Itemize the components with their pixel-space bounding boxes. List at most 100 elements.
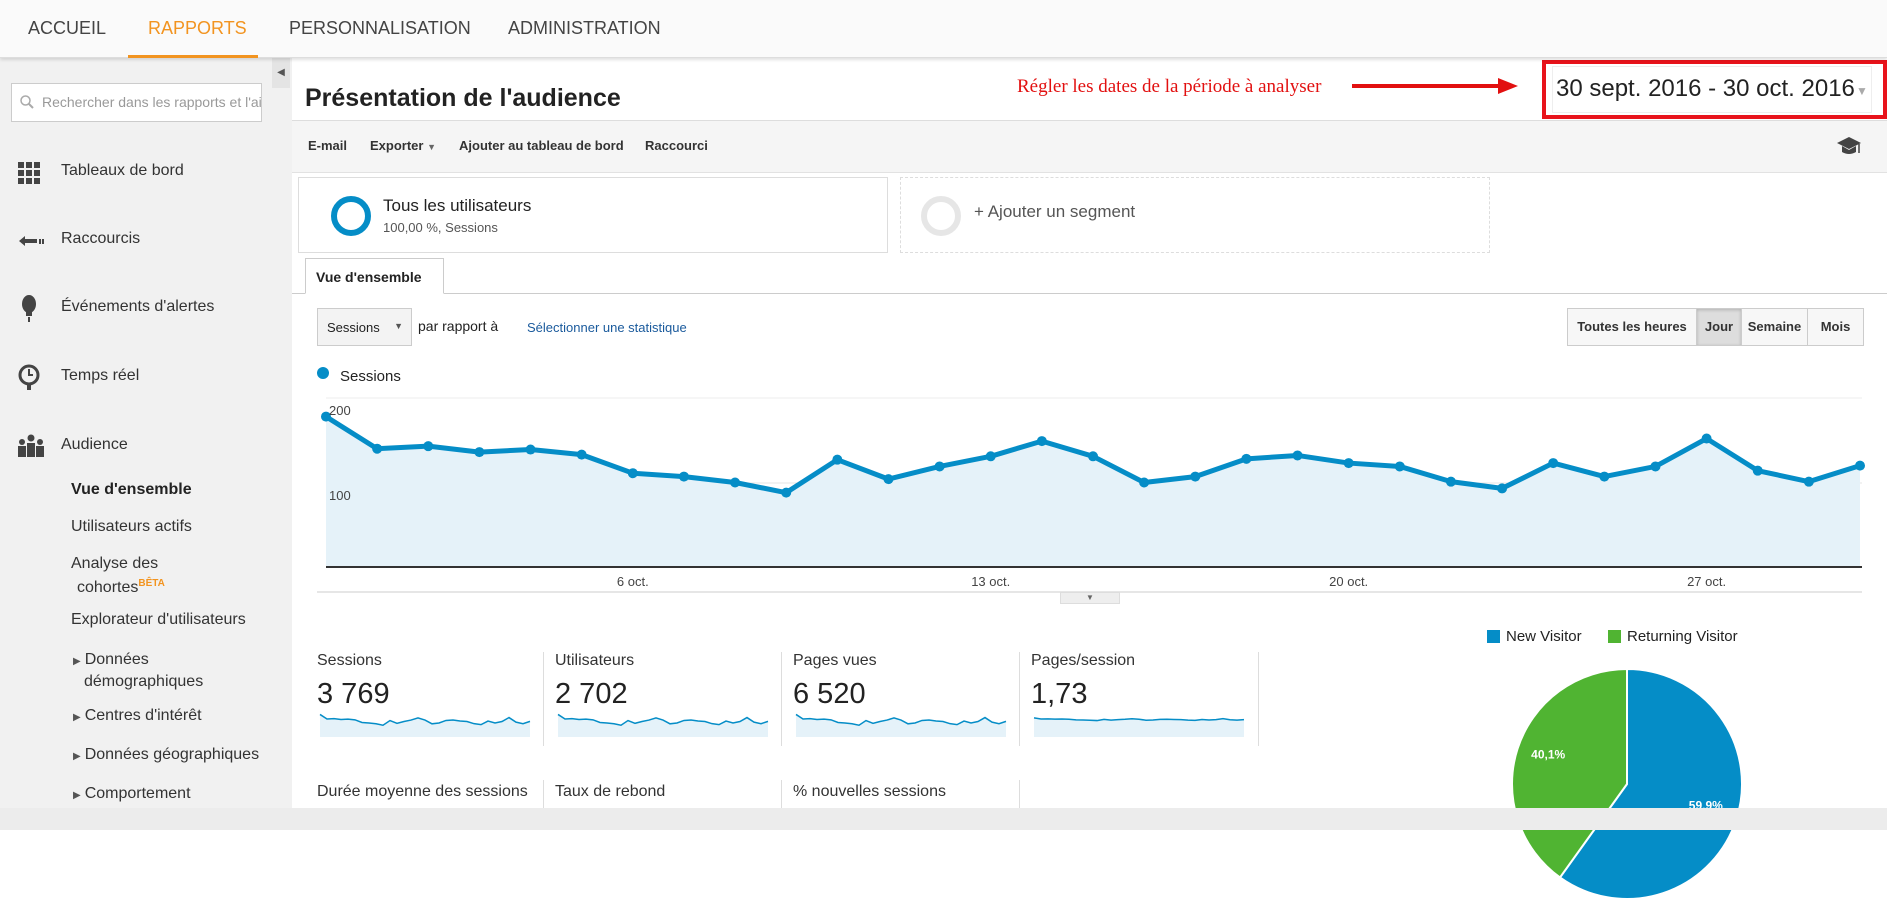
metric-label: Durée moyenne des sessions [317,783,528,800]
data-point[interactable] [832,454,843,465]
data-point[interactable] [423,441,434,452]
search-placeholder: Rechercher dans les rapports et l'aide [42,94,262,110]
metric-select[interactable]: Sessions ▼ [317,308,412,346]
active-tab-indicator [128,55,258,58]
data-point[interactable] [678,471,689,482]
legend-label-sessions: Sessions [340,368,401,385]
sidebar [0,58,292,830]
nav-tab-personnalisation[interactable]: PERSONNALISATION [289,18,471,38]
data-point[interactable] [1036,436,1047,447]
data-point[interactable] [1752,465,1763,476]
data-point[interactable] [1548,458,1559,469]
sidebar-sub-demographics[interactable]: ▶ Données démographiques [73,650,203,692]
sidebar-sub-user-explorer[interactable]: Explorateur d'utilisateurs [71,611,246,628]
granularity-month-button[interactable]: Mois [1807,308,1864,346]
date-range-picker[interactable] [1552,66,1872,113]
data-point[interactable] [474,447,485,458]
collapse-sidebar-button[interactable]: ◀ [272,58,290,88]
data-point[interactable] [372,443,383,454]
legend-label-new-visitor: New Visitor [1506,628,1582,645]
segment-subtext: 100,00 %, Sessions [383,220,498,235]
metric-label: Taux de rebond [555,783,666,800]
data-point[interactable] [627,468,638,479]
data-point[interactable] [1599,471,1610,482]
label: Données [84,651,149,668]
shortcut-button[interactable]: Raccourci [645,138,708,153]
expand-triangle-icon: ▶ [73,751,81,762]
sidebar-sub-interests[interactable]: ▶ Centres d'intérêt [73,706,202,728]
expand-chart-toggle[interactable]: ▼ [1060,592,1120,604]
data-point[interactable] [934,461,945,472]
export-button[interactable]: Exporter ▼ [370,138,436,153]
data-point[interactable] [1701,433,1712,444]
data-point[interactable] [1139,477,1150,488]
sidebar-sub-geo[interactable]: ▶ Données géographiques [73,745,259,767]
sidebar-sub-active-users[interactable]: Utilisateurs actifs [71,518,192,535]
label: Données géographiques [84,746,260,763]
sidebar-sub-overview[interactable]: Vue d'ensemble [71,481,192,498]
sidebar-item-shortcuts[interactable]: Raccourcis [0,226,292,256]
granularity-week-button[interactable]: Semaine [1741,308,1808,346]
metric-divider [1258,652,1259,746]
granularity-hourly-button[interactable]: Toutes les heures [1567,308,1697,346]
data-point[interactable] [576,449,587,460]
metric-sparkline [557,713,769,737]
metric-card-2[interactable]: Pages vues 6 520 [793,652,1008,742]
select-metric-link[interactable]: Sélectionner une statistique [527,320,687,335]
date-range-value: 30 sept. 2016 - 30 oct. 2016 [1556,75,1855,102]
data-point[interactable] [525,444,536,455]
data-point[interactable] [730,477,741,488]
segment-all-users[interactable]: Tous les utilisateurs 100,00 %, Sessions [298,177,888,253]
sidebar-item-dashboards[interactable]: Tableaux de bord [0,158,292,188]
label: Analyse des [71,555,159,572]
sidebar-item-realtime[interactable]: Temps réel [0,363,292,393]
data-point[interactable] [1803,476,1814,487]
segment-name: Tous les utilisateurs [383,196,532,215]
metric-card-3[interactable]: Pages/session 1,73 [1031,652,1246,742]
metric-label: Utilisateurs [555,652,635,669]
sidebar-item-alerts[interactable]: Événements d'alertes [0,294,292,324]
graduation-cap-icon[interactable] [1836,135,1862,157]
label: Comportement [84,785,191,802]
nav-tab-administration[interactable]: ADMINISTRATION [508,18,661,38]
data-point[interactable] [1190,471,1201,482]
data-point[interactable] [1292,450,1303,461]
data-point[interactable] [883,474,894,485]
data-point[interactable] [1497,483,1508,494]
data-point[interactable] [1088,451,1098,462]
add-segment-button[interactable]: + Ajouter un segment [900,177,1490,253]
metric-divider [1019,780,1020,810]
data-point[interactable] [1394,461,1405,472]
data-point[interactable] [1855,460,1865,471]
sidebar-item-audience[interactable]: Audience [0,432,292,462]
data-point[interactable] [1445,476,1456,487]
legend-swatch-new-visitor [1487,630,1500,643]
tab-overview[interactable]: Vue d'ensemble [305,258,444,294]
label: Centres d'intérêt [84,707,202,724]
data-point[interactable] [1241,453,1252,464]
sidebar-item-label: Audience [61,436,128,453]
search-input[interactable]: Rechercher dans les rapports et l'aide [11,83,262,122]
data-point[interactable] [321,411,331,422]
data-point[interactable] [1343,458,1354,469]
email-button[interactable]: E-mail [308,138,348,153]
metric-card-0[interactable]: Sessions 3 769 [317,652,532,742]
pie-slice-label: 40,1% [1531,748,1565,762]
nav-tab-rapports[interactable]: RAPPORTS [148,18,247,38]
sidebar-item-label: Événements d'alertes [61,298,215,315]
tab-divider [292,293,1887,294]
metric-divider [781,780,782,810]
nav-tab-accueil[interactable]: ACCUEIL [28,18,107,38]
data-point[interactable] [985,451,996,462]
sidebar-sub-cohorts[interactable]: Analyse des cohortesBÊTA [71,554,165,598]
data-point[interactable] [1650,461,1661,472]
granularity-day-button[interactable]: Jour [1696,308,1742,346]
add-to-dashboard-button[interactable]: Ajouter au tableau de bord [459,138,624,153]
x-tick-label: 27 oct. [1687,574,1726,589]
metric-value: 3 769 [317,678,390,710]
metric-card-1[interactable]: Utilisateurs 2 702 [555,652,770,742]
grid-icon [18,162,40,184]
sidebar-sub-behavior[interactable]: ▶ Comportement [73,784,191,806]
metric-divider [543,652,544,746]
data-point[interactable] [781,487,792,498]
